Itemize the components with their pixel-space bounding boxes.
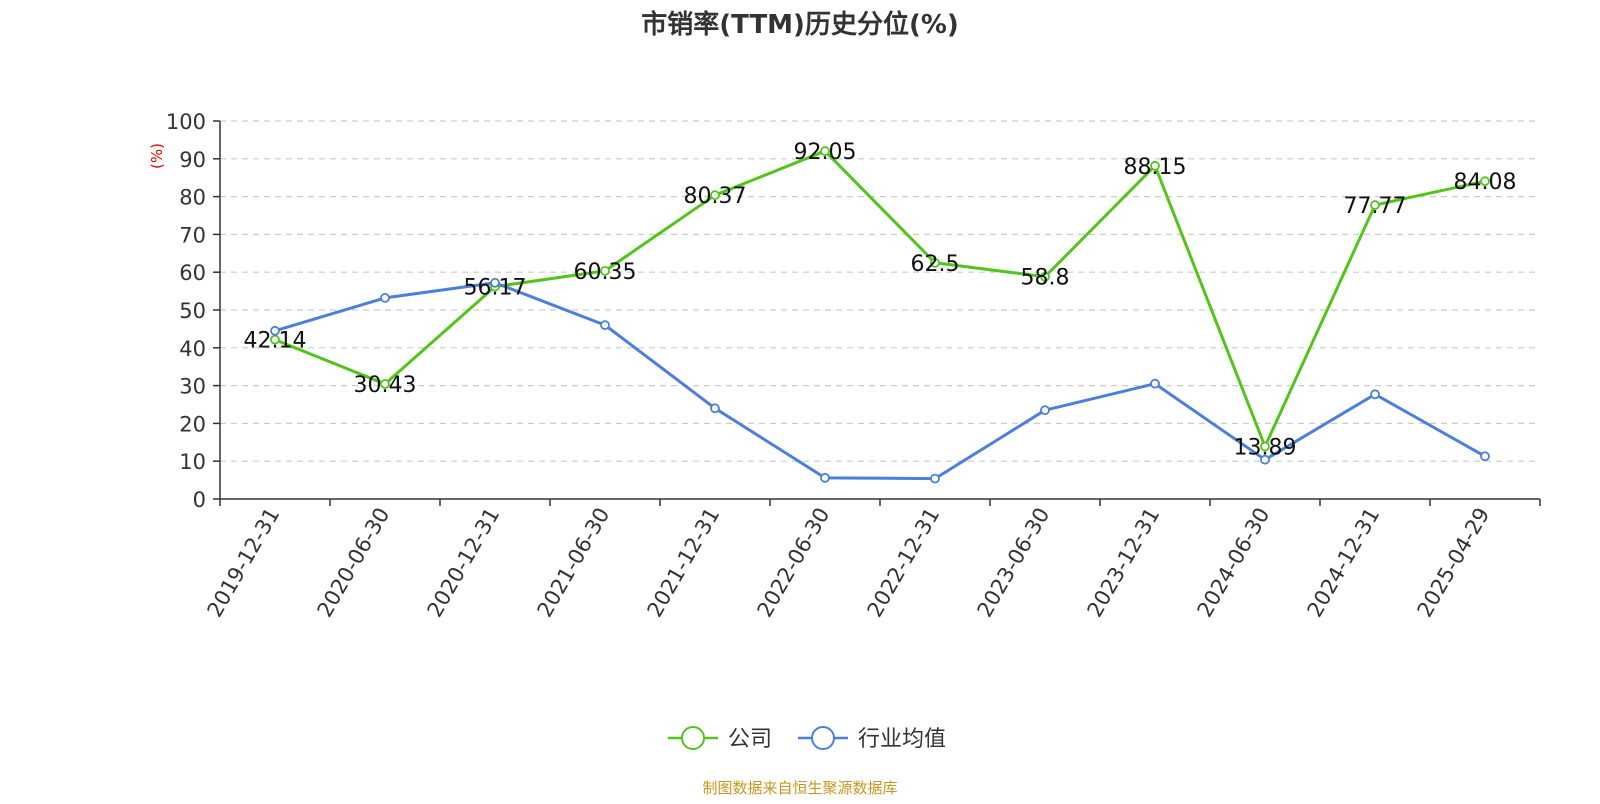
data-point <box>270 325 280 336</box>
chart-title: 市销率(TTM)历史分位(%) <box>641 9 959 40</box>
legend-marker <box>681 726 705 750</box>
data-point <box>1260 454 1270 465</box>
data-point <box>1260 441 1270 452</box>
data-point <box>1370 389 1380 400</box>
x-tick-label: 2023-06-30 <box>973 504 1055 622</box>
data-labels: 42.14 30.43 56.17 60.35 80.37 92.05 62.5 58.8 88… <box>244 140 1517 460</box>
source-note: 制图数据来自恒生聚源数据库 <box>702 779 897 797</box>
grid-lines <box>220 120 1540 462</box>
series-line <box>274 281 1486 481</box>
data-point <box>1040 405 1050 416</box>
data-label: 84.08 <box>1454 170 1517 195</box>
x-tick-label: 2021-06-30 <box>533 504 615 622</box>
data-point <box>1480 451 1490 462</box>
data-label: 13.89 <box>1234 435 1297 460</box>
legend-marker <box>811 726 835 750</box>
data-label: 56.17 <box>464 276 527 301</box>
data-point <box>930 257 940 268</box>
legend[interactable]: 公司 行业均值 <box>668 726 946 752</box>
data-point <box>710 403 720 414</box>
y-tick-label: 30 <box>179 375 206 399</box>
data-label: 42.14 <box>244 329 307 354</box>
legend-label: 公司 <box>728 727 772 752</box>
data-point <box>380 293 390 303</box>
data-point <box>600 320 610 331</box>
x-tick-label: 2024-12-31 <box>1303 504 1385 622</box>
y-tick-label: 60 <box>179 261 206 285</box>
data-point <box>820 146 830 156</box>
data-point <box>1480 176 1490 187</box>
data-point <box>1150 160 1160 171</box>
data-label: 80.37 <box>684 184 747 209</box>
data-point <box>710 190 720 201</box>
data-label: 77.77 <box>1344 194 1407 219</box>
y-tick-label: 80 <box>179 186 206 210</box>
y-tick-label: 90 <box>179 148 206 172</box>
series-line <box>274 149 1486 448</box>
legend-label: 行业均值 <box>858 727 946 752</box>
data-point <box>600 265 610 276</box>
y-tick-label: 70 <box>179 223 206 247</box>
data-label: 30.43 <box>354 373 417 398</box>
data-point <box>820 472 830 483</box>
x-tick-label: 2019-12-31 <box>203 504 285 622</box>
y-tick-label: 0 <box>193 488 206 512</box>
x-tick-label: 2023-12-31 <box>1083 504 1165 622</box>
y-tick-label: 100 <box>166 110 206 134</box>
x-tick-label: 2021-12-31 <box>643 504 725 622</box>
x-tick-label: 2024-06-30 <box>1193 504 1275 622</box>
series-layer <box>270 146 1490 484</box>
x-tick-label: 2022-12-31 <box>863 504 945 622</box>
y-axis-label: (%) <box>148 143 166 169</box>
y-tick-label: 20 <box>179 412 206 436</box>
x-tick-label: 2022-06-30 <box>753 504 835 622</box>
legend-item[interactable]: 行业均值 <box>798 726 946 752</box>
data-label: 62.5 <box>911 252 960 277</box>
data-label: 58.8 <box>1021 266 1070 291</box>
y-tick-label: 50 <box>179 299 206 323</box>
data-point <box>930 473 940 484</box>
data-point <box>380 379 390 389</box>
legend-item[interactable]: 公司 <box>668 726 772 752</box>
x-tick-label: 2020-12-31 <box>423 504 505 622</box>
y-tick-label: 10 <box>179 450 206 474</box>
data-label: 60.35 <box>574 260 637 285</box>
y-tick-label: 40 <box>179 337 206 361</box>
axes: 0 10 20 30 40 50 60 70 80 90 100 2019-12-31 2020-06-… <box>166 110 1541 622</box>
data-label: 92.05 <box>794 140 857 165</box>
data-point <box>490 277 500 288</box>
data-point <box>270 334 280 345</box>
data-point <box>1040 271 1050 282</box>
data-point <box>1370 200 1380 210</box>
data-point <box>1150 378 1160 389</box>
x-tick-label: 2020-06-30 <box>313 504 395 622</box>
data-label: 88.15 <box>1124 155 1187 180</box>
x-tick-label: 2025-04-29 <box>1413 504 1495 622</box>
